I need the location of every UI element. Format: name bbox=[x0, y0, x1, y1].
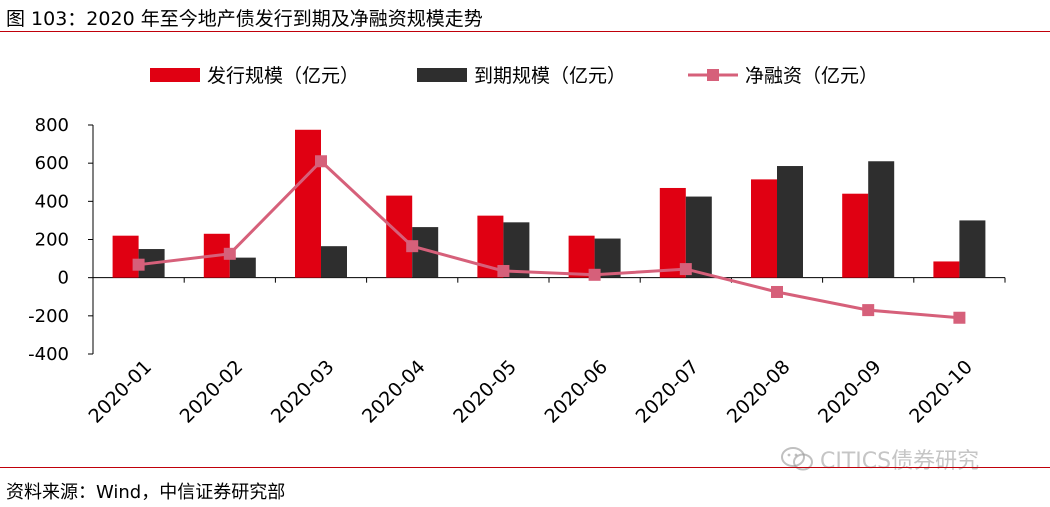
net-point bbox=[679, 263, 692, 276]
legend-label: 发行规模（亿元） bbox=[207, 65, 359, 87]
legend-label: 到期规模（亿元） bbox=[474, 65, 626, 87]
legend-swatch bbox=[417, 68, 467, 82]
y-tick-label: 600 bbox=[35, 153, 69, 174]
bar-issuance bbox=[112, 235, 139, 278]
top-divider bbox=[0, 31, 1050, 32]
legend-swatch-marker bbox=[707, 69, 719, 81]
x-tick-label: 2020-07 bbox=[632, 356, 704, 428]
y-tick-label: 800 bbox=[35, 115, 69, 136]
x-tick-label: 2020-08 bbox=[723, 356, 795, 428]
bar-maturity bbox=[229, 257, 256, 278]
net-point bbox=[771, 285, 783, 298]
net-point bbox=[588, 268, 601, 281]
net-point bbox=[132, 258, 145, 271]
chart-canvas: 发行规模（亿元） 到期规模（亿元） 净融资（亿元） 800 600 400 200 0 -20… bbox=[28, 65, 1006, 428]
x-tick-label: 2020-09 bbox=[814, 356, 886, 428]
legend-label: 净融资（亿元） bbox=[745, 65, 878, 87]
bar-issuance bbox=[933, 261, 960, 278]
net-financing-line bbox=[132, 155, 966, 324]
net-point bbox=[315, 155, 327, 168]
x-tick-label: 2020-10 bbox=[905, 356, 977, 428]
y-tick-label: 400 bbox=[35, 191, 69, 212]
watermark: CITICS债券研究 bbox=[780, 443, 979, 475]
bars bbox=[112, 129, 986, 278]
bar-maturity bbox=[959, 220, 986, 278]
net-line-path bbox=[138, 159, 960, 320]
bar-issuance bbox=[295, 129, 321, 278]
source-note: 资料来源：Wind，中信证券研究部 bbox=[6, 482, 286, 503]
y-tick-label: 0 bbox=[58, 268, 69, 289]
legend: 发行规模（亿元） 到期规模（亿元） 净融资（亿元） bbox=[150, 65, 878, 87]
net-point bbox=[862, 304, 875, 317]
net-point bbox=[497, 264, 510, 277]
x-tick-label: 2020-01 bbox=[84, 356, 156, 428]
legend-swatch bbox=[150, 68, 200, 82]
bar-issuance bbox=[659, 187, 686, 278]
watermark-text: CITICS债券研究 bbox=[820, 449, 980, 474]
bar-maturity bbox=[321, 246, 347, 278]
net-point bbox=[953, 311, 966, 324]
y-tick-label: -200 bbox=[28, 306, 69, 327]
net-point bbox=[223, 247, 236, 260]
x-tick-labels: 2020-01 2020-02 2020-03 2020-04 2020-05 2020-… bbox=[84, 356, 976, 428]
y-tick-label: 200 bbox=[35, 230, 69, 251]
x-tick-label: 2020-03 bbox=[267, 356, 339, 428]
bar-issuance bbox=[386, 195, 413, 278]
bottom-divider bbox=[0, 467, 1050, 468]
wechat-icon bbox=[781, 447, 813, 471]
x-tick-label: 2020-02 bbox=[176, 356, 248, 428]
bar-issuance bbox=[842, 193, 869, 278]
x-tick-label: 2020-06 bbox=[540, 356, 612, 428]
bar-maturity bbox=[777, 166, 803, 278]
x-tick-label: 2020-05 bbox=[449, 356, 521, 428]
y-tick-label: -400 bbox=[28, 344, 69, 365]
bar-issuance bbox=[751, 179, 777, 278]
figure-title: 图 103：2020 年至今地产债发行到期及净融资规模走势 bbox=[6, 8, 483, 30]
x-tick-label: 2020-04 bbox=[358, 356, 430, 428]
net-point bbox=[406, 240, 419, 253]
bar-maturity bbox=[868, 161, 895, 278]
